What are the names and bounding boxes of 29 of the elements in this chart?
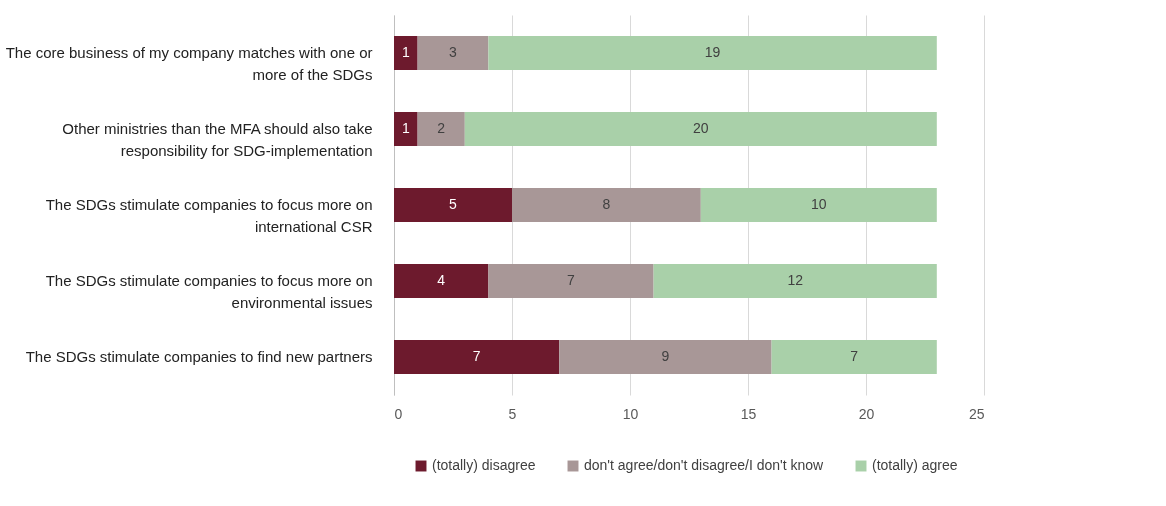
data-label: 1 [401, 120, 410, 136]
y-tick-label: The SDGs stimulate companies to focus more on environmental issues [45, 272, 373, 311]
y-tick-label: The SDGs stimulate companies to focus more on international CSR [45, 196, 373, 235]
x-tick-label: 20 [858, 405, 875, 422]
x-tick-label: 0 [394, 405, 403, 422]
y-tick-label: Other ministries than the MFA should also take responsibility for SDG-implementation [62, 120, 373, 159]
x-tick-label: 15 [740, 405, 757, 422]
x-tick-label: 5 [508, 405, 517, 422]
data-label: 5 [449, 196, 458, 212]
data-label: 10 [811, 196, 827, 212]
legend-label: don't agree/don't disagree/I don't know [584, 457, 825, 473]
data-label: 1 [401, 44, 410, 60]
legend-label: (totally) agree [872, 457, 958, 473]
data-label: 7 [850, 348, 859, 364]
data-label: 4 [437, 272, 446, 288]
data-label: 19 [704, 44, 721, 60]
data-label: 7 [567, 272, 576, 288]
data-label: 20 [693, 120, 709, 136]
x-tick-label: 25 [968, 405, 985, 422]
data-label: 12 [787, 272, 804, 288]
data-label: 9 [661, 348, 670, 364]
x-tick-label: 10 [622, 405, 639, 422]
data-label: 7 [472, 348, 481, 364]
data-label: 3 [449, 44, 458, 60]
data-label: 8 [602, 196, 611, 212]
data-label: 2 [437, 120, 446, 136]
y-tick-label: The core business of my company matches with one or more of the SDGs [5, 44, 373, 83]
y-tick-label: The SDGs stimulate companies to find new partners [25, 348, 373, 365]
legend-label: (totally) disagree [432, 457, 536, 473]
